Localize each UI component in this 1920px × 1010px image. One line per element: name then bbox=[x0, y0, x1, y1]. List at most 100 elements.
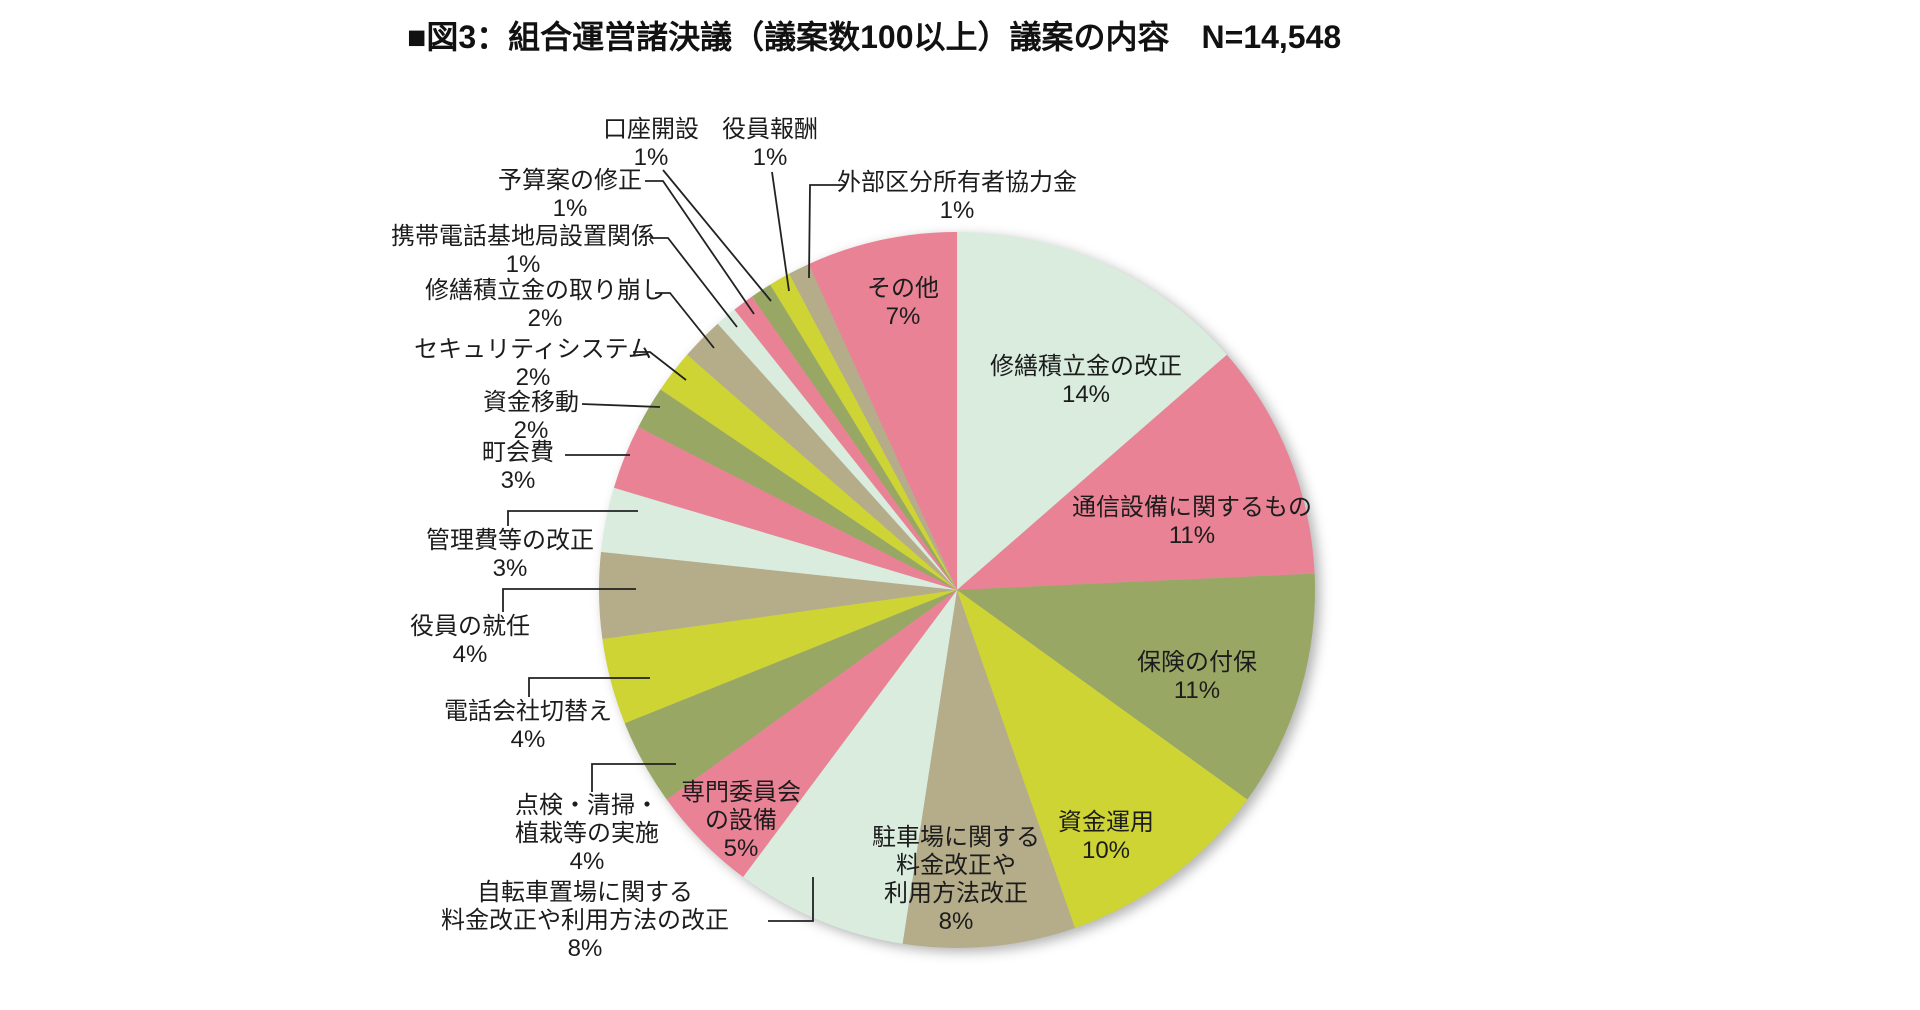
pie-label-7: 点検・清掃・ 植栽等の実施 4% bbox=[515, 792, 659, 876]
pie-label-pct: 3% bbox=[500, 467, 536, 494]
leader-line-8 bbox=[528, 677, 650, 697]
pie-slice-16 bbox=[734, 296, 957, 590]
pie-label-19: 外部区分所有者協力金 1% bbox=[837, 169, 1077, 225]
pie-label-text: 料金改正や bbox=[896, 852, 1016, 879]
pie-label-text: 保険の付保 bbox=[1137, 649, 1257, 676]
pie-label-text: 予算案の修正 bbox=[498, 167, 642, 194]
pie-slice-3 bbox=[957, 590, 1248, 928]
pie-label-pct: 14% bbox=[1061, 381, 1111, 408]
pie-label-text: 修繕積立金の改正 bbox=[990, 353, 1182, 380]
leader-line-15 bbox=[650, 237, 738, 328]
leader-line-12 bbox=[581, 403, 661, 408]
pie-label-16: 予算案の修正 1% bbox=[498, 167, 642, 223]
pie-label-text: 修繕積立金の取り崩し bbox=[425, 277, 665, 304]
pie-label-pct: 4% bbox=[452, 641, 488, 668]
pie-slice-9 bbox=[598, 551, 957, 639]
pie-label-3: 資金運用 10% bbox=[1058, 809, 1154, 865]
pie-label-text: 管理費等の改正 bbox=[426, 527, 594, 554]
pie-label-text: の設備 bbox=[705, 807, 777, 834]
pie-slice-12 bbox=[638, 389, 957, 590]
pie-slice-20 bbox=[808, 231, 957, 590]
leader-line-18 bbox=[771, 171, 790, 292]
pie-label-pct: 2% bbox=[515, 364, 551, 391]
pie-label-text: 通信設備に関するもの bbox=[1072, 494, 1312, 521]
pie-label-text: 自転車置場に関する bbox=[477, 879, 693, 906]
leader-line-9 bbox=[502, 588, 636, 612]
pie-slice-14 bbox=[687, 323, 957, 590]
chart-title: ■図3：組合運営諸決議（議案数100以上）議案の内容 N=14,548 bbox=[407, 19, 1342, 55]
pie-label-9: 役員の就任 4% bbox=[410, 613, 530, 669]
pie-label-text: 電話会社切替え bbox=[444, 698, 612, 725]
pie-label-5: 自転車置場に関する 料金改正や利用方法の改正 8% bbox=[441, 879, 729, 963]
pie-slice-4 bbox=[902, 590, 1075, 948]
pie-label-text: 駐車場に関する bbox=[872, 824, 1040, 851]
pie-label-text: 専門委員会 bbox=[681, 779, 801, 806]
pie-slice-1 bbox=[957, 354, 1315, 590]
pie-label-text: セキュリティシステム bbox=[414, 336, 652, 363]
pie-slice-18 bbox=[770, 273, 957, 590]
pie-label-pct: 1% bbox=[505, 251, 541, 278]
pie-label-text: 町会費 bbox=[482, 439, 554, 466]
pie-label-17: 口座開設 1% bbox=[603, 116, 699, 172]
pie-label-text: 外部区分所有者協力金 bbox=[837, 169, 1077, 196]
pie-slice-10 bbox=[601, 487, 957, 590]
pie-label-11: 町会費 3% bbox=[482, 439, 554, 495]
pie-label-text: 役員報酬 bbox=[722, 116, 818, 143]
pie-label-pct: 11% bbox=[1173, 677, 1221, 704]
pie-label-pct: 8% bbox=[567, 935, 603, 962]
pie-label-text: 口座開設 bbox=[603, 116, 699, 143]
pie-label-text: 植栽等の実施 bbox=[515, 820, 659, 847]
pie-label-text: 携帯電話基地局設置関係 bbox=[391, 223, 655, 250]
leader-line-16 bbox=[645, 180, 755, 315]
pie-slice-8 bbox=[602, 590, 957, 724]
leader-line-17 bbox=[662, 169, 772, 302]
pie-label-2: 保険の付保 11% bbox=[1137, 649, 1257, 705]
pie-slice-15 bbox=[717, 309, 957, 590]
pie-label-text: 資金運用 bbox=[1058, 809, 1154, 836]
pie-label-pct: 2% bbox=[527, 305, 563, 332]
pie-slice-13 bbox=[660, 354, 957, 590]
pie-label-text: 利用方法改正 bbox=[884, 880, 1028, 907]
pie-label-pct: 5% bbox=[723, 835, 759, 862]
pie-label-18: 役員報酬 1% bbox=[722, 116, 818, 172]
pie-label-13: セキュリティシステム 2% bbox=[414, 336, 652, 392]
pie-label-12: 資金移動 2% bbox=[483, 389, 579, 445]
pie-label-pct: 3% bbox=[492, 555, 528, 582]
pie-label-6: 専門委員会 の設備 5% bbox=[681, 779, 801, 863]
pie-slice-17 bbox=[751, 284, 957, 590]
pie-label-pct: 1% bbox=[633, 144, 669, 171]
pie-label-pct: 11% bbox=[1168, 522, 1216, 549]
pie-slices bbox=[598, 231, 1315, 948]
pie-slice-0 bbox=[957, 232, 1227, 590]
pie-label-10: 管理費等の改正 3% bbox=[426, 527, 594, 583]
pie-label-8: 電話会社切替え 4% bbox=[444, 698, 612, 754]
pie-label-text: 点検・清掃・ bbox=[515, 792, 659, 819]
pie-label-text: その他 bbox=[867, 275, 939, 302]
pie-slice-5 bbox=[743, 590, 957, 944]
pie-label-pct: 4% bbox=[569, 848, 605, 875]
pie-label-pct: 8% bbox=[938, 908, 974, 935]
pie-label-20: その他 7% bbox=[867, 275, 939, 331]
pie-label-pct: 1% bbox=[752, 144, 788, 171]
pie-label-0: 修繕積立金の改正 14% bbox=[990, 353, 1182, 409]
leader-line-19 bbox=[808, 184, 846, 279]
pie-label-text: 資金移動 bbox=[483, 389, 579, 416]
pie-label-pct: 1% bbox=[552, 195, 588, 222]
pie-label-pct: 4% bbox=[510, 726, 546, 753]
pie-label-text: 料金改正や利用方法の改正 bbox=[441, 907, 729, 934]
leader-line-13 bbox=[633, 351, 687, 381]
pie-label-1: 通信設備に関するもの 11% bbox=[1072, 494, 1312, 550]
pie-label-4: 駐車場に関する 料金改正や 利用方法改正 8% bbox=[872, 824, 1040, 936]
pie-slice-6 bbox=[666, 590, 957, 877]
pie-label-pct: 10% bbox=[1081, 837, 1131, 864]
pie-slice-2 bbox=[957, 573, 1315, 800]
pie-label-pct: 2% bbox=[513, 417, 549, 444]
pie-slice-19 bbox=[789, 264, 957, 590]
leader-line-14 bbox=[655, 292, 715, 349]
pie-label-pct: 1% bbox=[939, 197, 975, 224]
leader-line-7 bbox=[591, 763, 676, 792]
pie-label-14: 修繕積立金の取り崩し 2% bbox=[425, 277, 665, 333]
leader-line-10 bbox=[507, 510, 638, 526]
